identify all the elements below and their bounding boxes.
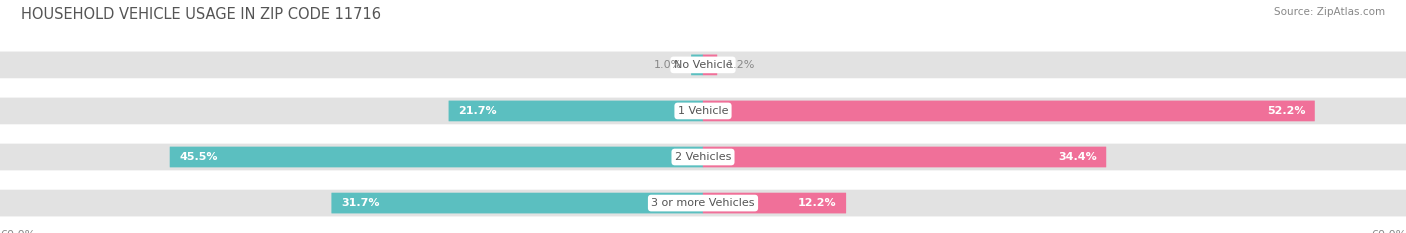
FancyBboxPatch shape — [692, 55, 703, 75]
FancyBboxPatch shape — [703, 55, 717, 75]
Text: 3 or more Vehicles: 3 or more Vehicles — [651, 198, 755, 208]
FancyBboxPatch shape — [0, 190, 1406, 216]
FancyBboxPatch shape — [332, 193, 703, 213]
FancyBboxPatch shape — [703, 147, 1107, 167]
FancyBboxPatch shape — [449, 101, 703, 121]
Text: 21.7%: 21.7% — [458, 106, 496, 116]
Text: 60.0%: 60.0% — [1371, 230, 1406, 233]
Text: No Vehicle: No Vehicle — [673, 60, 733, 70]
Text: 31.7%: 31.7% — [342, 198, 380, 208]
Text: 1 Vehicle: 1 Vehicle — [678, 106, 728, 116]
FancyBboxPatch shape — [170, 147, 703, 167]
Text: 34.4%: 34.4% — [1057, 152, 1097, 162]
Text: Source: ZipAtlas.com: Source: ZipAtlas.com — [1274, 7, 1385, 17]
FancyBboxPatch shape — [703, 193, 846, 213]
FancyBboxPatch shape — [0, 51, 1406, 78]
Text: HOUSEHOLD VEHICLE USAGE IN ZIP CODE 11716: HOUSEHOLD VEHICLE USAGE IN ZIP CODE 1171… — [21, 7, 381, 22]
Text: 1.2%: 1.2% — [727, 60, 755, 70]
Text: 45.5%: 45.5% — [180, 152, 218, 162]
FancyBboxPatch shape — [0, 98, 1406, 124]
FancyBboxPatch shape — [703, 101, 1315, 121]
Text: 12.2%: 12.2% — [799, 198, 837, 208]
Text: 2 Vehicles: 2 Vehicles — [675, 152, 731, 162]
Text: 60.0%: 60.0% — [0, 230, 35, 233]
FancyBboxPatch shape — [0, 144, 1406, 170]
Text: 52.2%: 52.2% — [1267, 106, 1305, 116]
Text: 1.0%: 1.0% — [654, 60, 682, 70]
